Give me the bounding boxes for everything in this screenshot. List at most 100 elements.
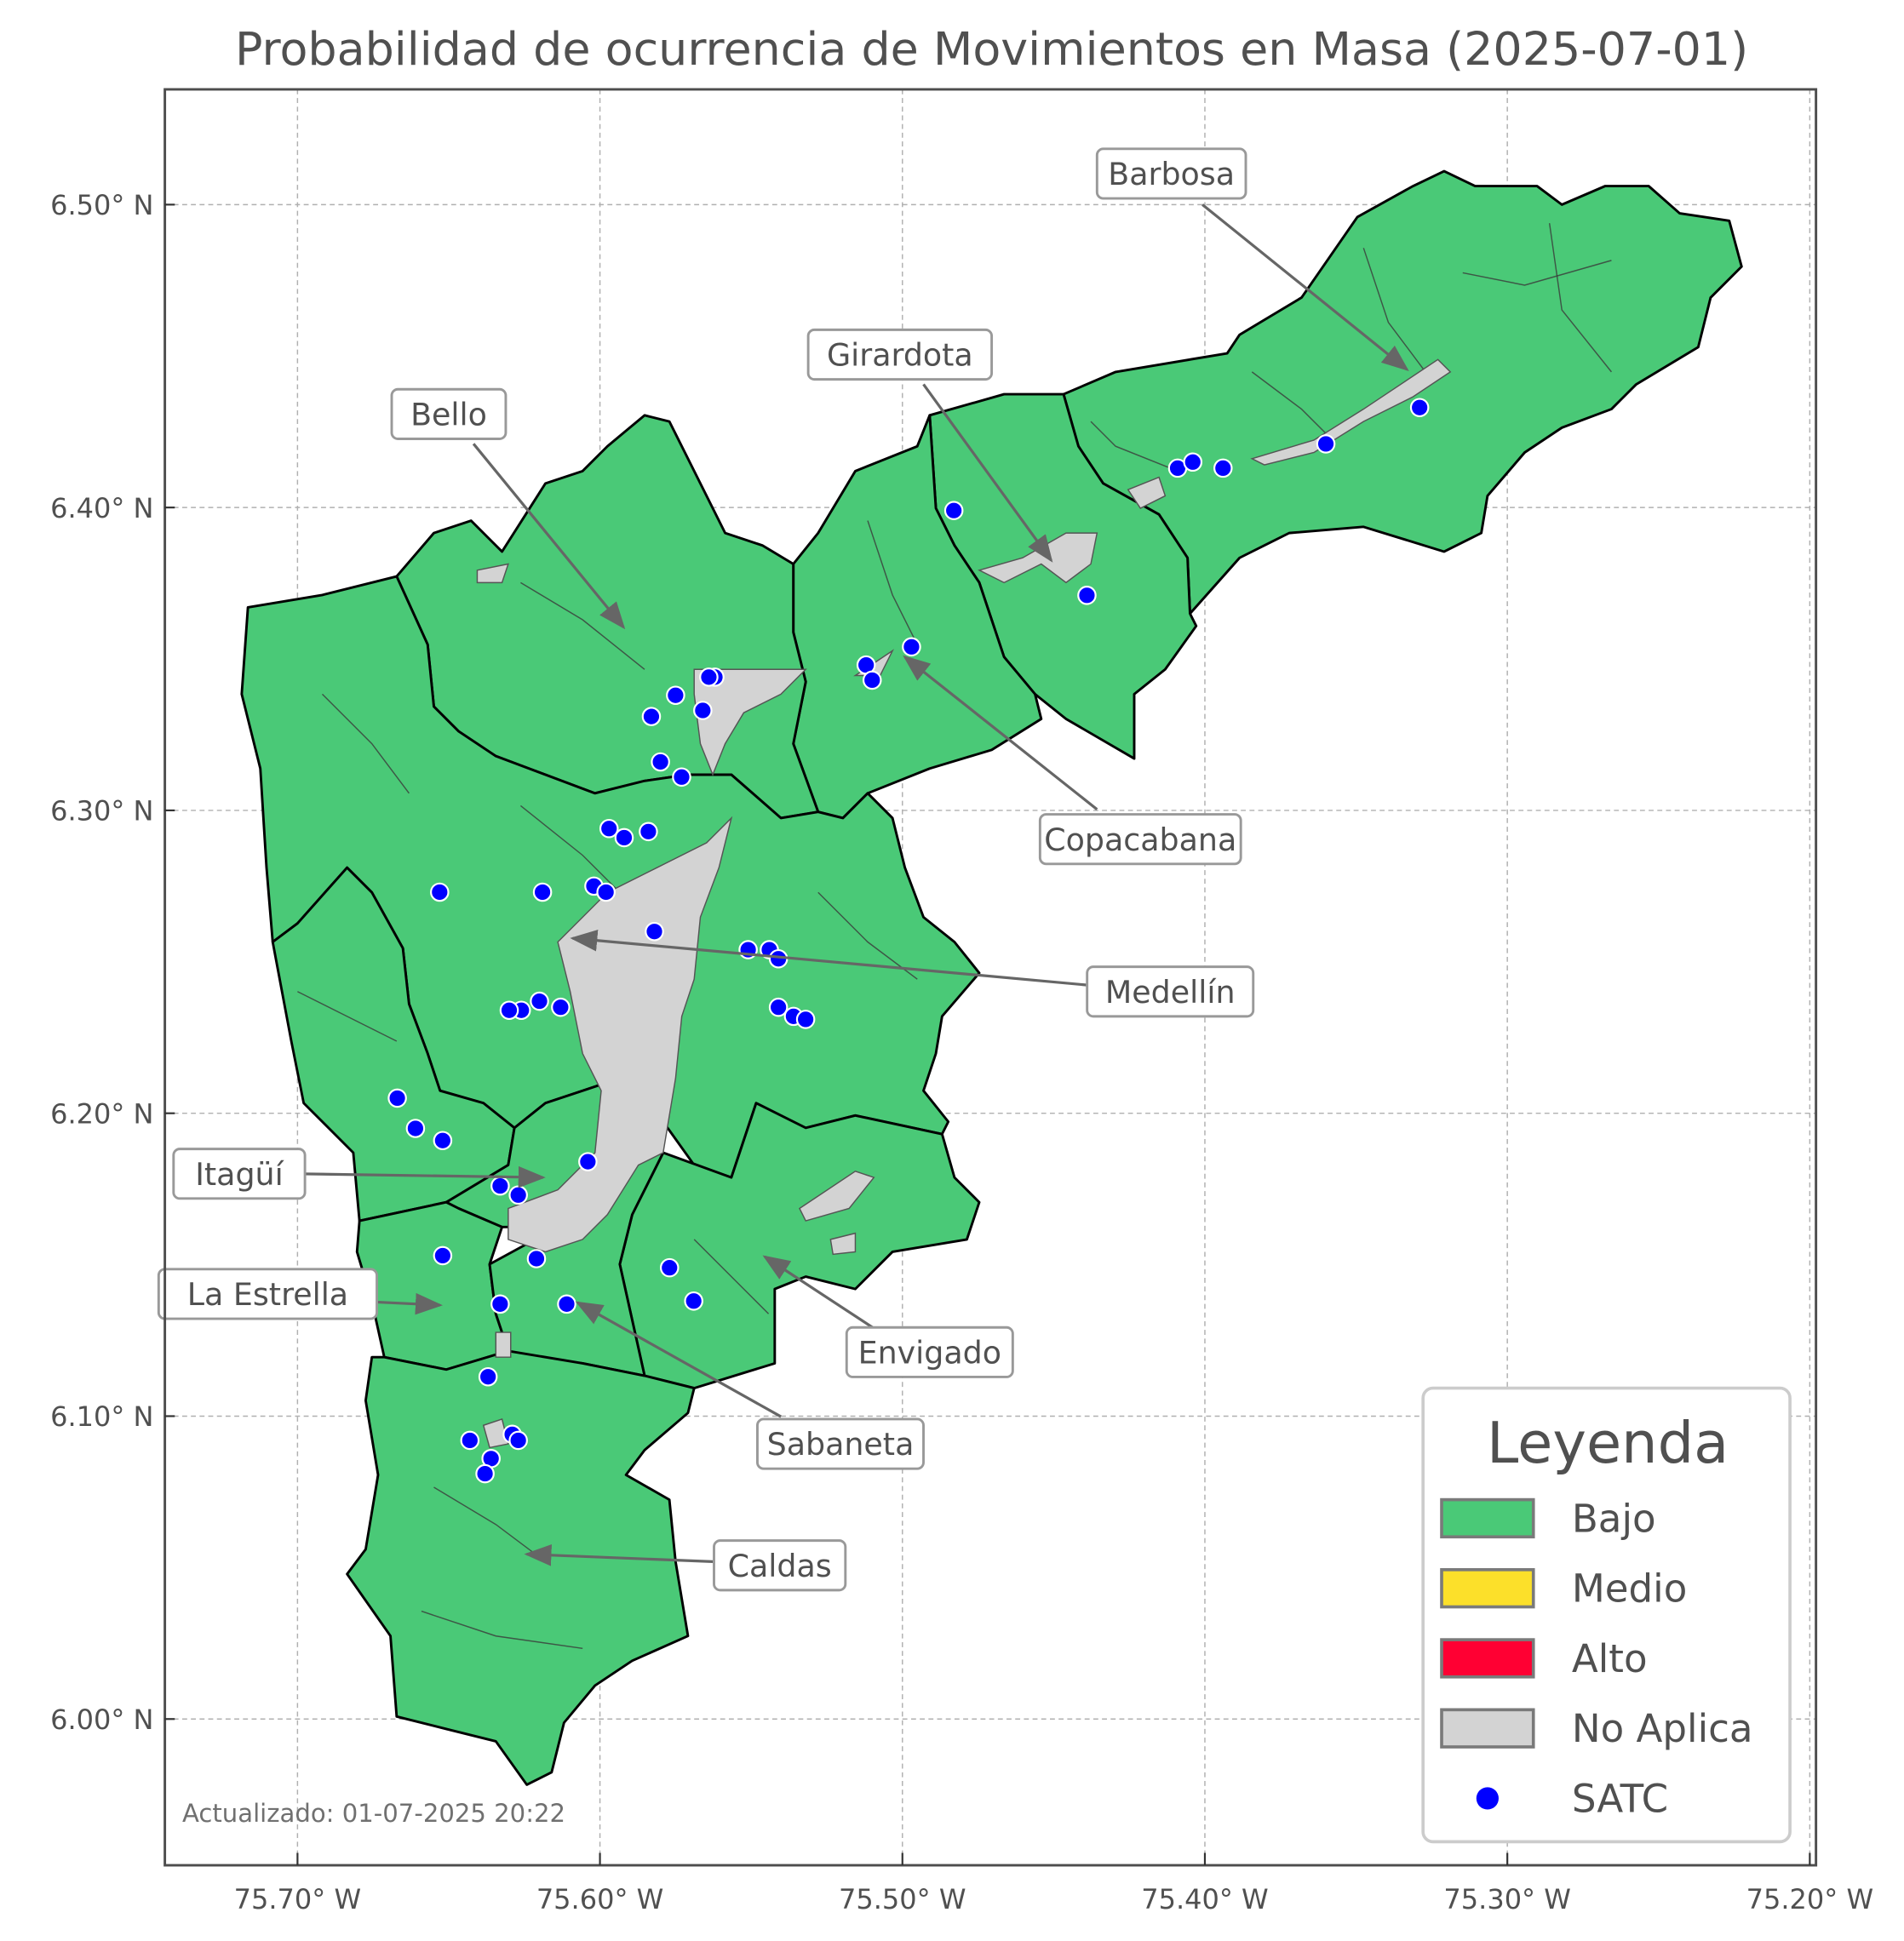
satc-station-point[interactable]: [862, 670, 882, 690]
satc-station-point[interactable]: [614, 827, 634, 848]
legend-label: No Aplica: [1572, 1706, 1753, 1751]
municipality-la-estrella: [355, 1200, 510, 1371]
annotation-label: La Estrella: [187, 1276, 348, 1313]
annotation-box: [157, 1268, 378, 1320]
satc-station-point[interactable]: [430, 882, 450, 902]
subdivision-line: [1090, 421, 1179, 472]
no-aplica-area: [829, 1232, 857, 1256]
satc-station-point[interactable]: [526, 1249, 547, 1268]
annotation-medell-n: Medellín: [570, 930, 1255, 1018]
municipality-annotations: Barbosa Girardota Copacabana Bello Medellín E…: [157, 147, 1409, 1592]
x-tick-label: 75.70° W: [234, 1883, 362, 1915]
satc-station-point[interactable]: [599, 818, 619, 839]
satc-station-point[interactable]: [943, 501, 964, 520]
municipality-medellinsw: [271, 866, 516, 1222]
annotation-box: [1038, 813, 1242, 866]
annotation-box: [845, 1325, 1014, 1378]
satc-station-point[interactable]: [433, 1245, 453, 1266]
satc-station-point[interactable]: [1409, 398, 1430, 418]
subdivision-line: [1462, 260, 1612, 286]
satc-station-point[interactable]: [659, 1257, 680, 1278]
annotation-label: Sabaneta: [767, 1426, 915, 1463]
annotation-bello: Bello: [390, 387, 626, 630]
satc-station-point[interactable]: [475, 1463, 495, 1484]
annotation-copacabana: Copacabana: [903, 655, 1242, 866]
annotation-box: [390, 387, 508, 440]
annotation-envigado: Envigado: [762, 1255, 1014, 1378]
satc-station-point[interactable]: [499, 1000, 519, 1021]
annotation-caldas: Caldas: [524, 1539, 847, 1592]
annotation-box: [713, 1539, 847, 1592]
satc-station-point[interactable]: [666, 685, 685, 706]
satc-station-point[interactable]: [551, 997, 571, 1017]
annotation-sabaneta: Sabaneta: [575, 1301, 925, 1470]
annotation-arrow: [570, 930, 1092, 988]
satc-station-point[interactable]: [387, 1088, 407, 1108]
annotation-arrow: [903, 655, 1098, 811]
satc-station-point[interactable]: [433, 1131, 453, 1151]
no-aplica-area: [1250, 358, 1452, 466]
subdivision-line: [520, 581, 645, 670]
satc-station-point[interactable]: [641, 707, 662, 726]
no-aplica-area: [693, 668, 807, 776]
legend-label: Alto: [1572, 1636, 1648, 1681]
subdivision-line: [321, 693, 410, 794]
satc-station-point[interactable]: [902, 637, 921, 657]
satc-station-point[interactable]: [1213, 458, 1233, 478]
map-title: Probabilidad de ocurrencia de Movimiento…: [235, 22, 1748, 76]
annotation-girardota: Girardota: [806, 328, 1053, 563]
annotation-label: Envigado: [858, 1334, 1001, 1371]
satc-station-point[interactable]: [1316, 434, 1336, 454]
satc-station-point[interactable]: [490, 1294, 510, 1314]
annotation-box: [1095, 147, 1247, 200]
satc-station-point[interactable]: [557, 1294, 576, 1314]
annotation-arrow: [575, 1301, 782, 1418]
legend-swatch-alto: [1440, 1638, 1535, 1679]
satc-station-point[interactable]: [490, 1176, 510, 1196]
satc-station-point[interactable]: [532, 882, 553, 902]
annotation-box: [1086, 965, 1255, 1018]
legend-label: Medio: [1572, 1566, 1687, 1612]
satc-station-point[interactable]: [693, 701, 713, 720]
satc-station-point[interactable]: [795, 1010, 816, 1029]
no-aplica-area: [1127, 476, 1167, 509]
no-aplica-area: [508, 816, 733, 1253]
annotation-arrow: [295, 1165, 546, 1188]
no-aplica-area: [799, 1171, 875, 1222]
satc-station-point[interactable]: [1183, 452, 1203, 472]
annotation-label: Barbosa: [1108, 156, 1235, 192]
annotation-barbosa: Barbosa: [1095, 147, 1409, 371]
satc-station-point[interactable]: [478, 1366, 498, 1387]
satc-station-point[interactable]: [699, 667, 719, 687]
annotation-box: [172, 1148, 307, 1200]
y-tick-label: 6.40° N: [50, 492, 153, 524]
annotation-label: Caldas: [728, 1548, 832, 1584]
y-tick-label: 6.30° N: [50, 795, 153, 827]
annotation-box: [806, 328, 994, 381]
satc-station-point[interactable]: [672, 767, 691, 787]
legend-swatch-bajo: [1440, 1497, 1535, 1539]
subdivision-line: [1362, 248, 1426, 373]
legend-label: SATC: [1572, 1776, 1668, 1821]
annotation-label: Bello: [410, 396, 487, 432]
satc-station-point[interactable]: [508, 1430, 528, 1451]
satc-station-point[interactable]: [578, 1152, 598, 1171]
satc-station-point[interactable]: [405, 1119, 426, 1138]
subdivision-line: [693, 1239, 770, 1314]
x-tick-label: 75.30° W: [1443, 1883, 1570, 1915]
satc-station-point[interactable]: [1077, 586, 1097, 605]
satc-station-point[interactable]: [460, 1430, 480, 1451]
satc-station-point[interactable]: [639, 822, 658, 842]
satc-station-point[interactable]: [508, 1185, 528, 1205]
y-tick-label: 6.20° N: [50, 1097, 153, 1130]
satc-station-point[interactable]: [530, 991, 549, 1011]
updated-footer: Actualizado: 01-07-2025 20:22: [182, 1799, 565, 1828]
subdivision-line: [421, 1610, 583, 1650]
satc-station-point[interactable]: [596, 882, 616, 902]
satc-station-point[interactable]: [645, 921, 664, 942]
satc-station-point[interactable]: [684, 1291, 703, 1311]
annotation-label: Copacabana: [1044, 822, 1236, 858]
satc-station-point[interactable]: [651, 752, 670, 772]
satc-station-point[interactable]: [768, 997, 789, 1017]
subdivision-line: [1548, 223, 1613, 373]
